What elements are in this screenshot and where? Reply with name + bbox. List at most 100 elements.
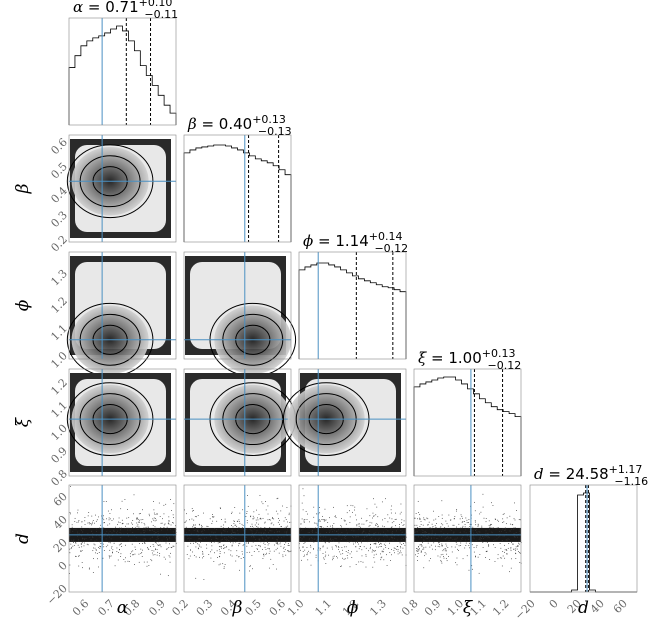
sample-point <box>357 540 359 542</box>
sample-point <box>71 524 73 526</box>
sample-point <box>462 525 464 527</box>
sample-point <box>456 557 458 559</box>
histogram-4 <box>530 492 637 593</box>
sample-point <box>431 523 433 525</box>
sample-point <box>120 543 122 545</box>
sample-point <box>465 539 466 541</box>
sample-point <box>209 518 211 520</box>
sample-point <box>518 542 519 544</box>
sample-point <box>475 539 477 541</box>
sample-point <box>302 546 304 548</box>
sample-point <box>480 539 481 541</box>
sample-point <box>357 523 359 525</box>
sample-point <box>230 533 232 534</box>
sample-point <box>224 537 226 539</box>
sample-point <box>126 527 128 529</box>
sample-point <box>403 524 405 526</box>
sample-point <box>380 533 381 535</box>
sample-point <box>172 522 173 523</box>
sample-point <box>117 559 119 561</box>
sample-point <box>312 532 313 533</box>
sample-point <box>517 550 519 552</box>
sample-point <box>234 507 236 508</box>
sample-point <box>369 538 371 540</box>
sample-point <box>224 537 225 539</box>
sample-point <box>322 519 324 521</box>
sample-point <box>120 533 122 535</box>
sample-point <box>374 561 376 563</box>
sample-point <box>310 540 312 542</box>
sample-point <box>469 523 471 525</box>
sample-point <box>514 502 515 504</box>
sample-point <box>415 513 417 514</box>
sample-point <box>368 550 369 552</box>
sample-point <box>87 533 89 534</box>
sample-point <box>191 518 193 520</box>
sample-point <box>134 563 135 565</box>
sample-point <box>113 541 115 543</box>
sample-point <box>399 526 400 528</box>
sample-point <box>361 523 363 525</box>
sample-point <box>485 551 487 553</box>
sample-point <box>343 519 345 521</box>
sample-point <box>517 536 518 538</box>
sample-point <box>116 524 118 526</box>
sample-point <box>306 519 308 520</box>
sample-point <box>269 519 271 521</box>
sample-point <box>444 550 446 552</box>
sample-point <box>392 537 394 539</box>
sample-point <box>515 549 517 551</box>
sample-point <box>250 529 252 531</box>
sample-point <box>363 531 365 533</box>
sample-point <box>130 551 132 553</box>
sample-point <box>483 517 485 519</box>
sample-point <box>269 526 271 528</box>
sample-point <box>250 529 252 530</box>
x-tick-3-0: 0.8 <box>399 597 421 619</box>
sample-point <box>260 527 262 529</box>
panel-frame-2-0 <box>68 251 177 360</box>
panel-3-2 <box>282 368 407 477</box>
sample-point <box>323 557 324 559</box>
sample-point <box>338 542 340 544</box>
sample-point <box>242 530 244 532</box>
sample-point <box>439 546 441 548</box>
sample-point <box>427 535 429 537</box>
sample-point <box>105 501 107 502</box>
sample-point <box>202 551 204 552</box>
sample-point <box>69 573 70 574</box>
sample-point <box>72 530 74 532</box>
sample-point <box>487 533 489 535</box>
sample-point <box>361 531 363 533</box>
sample-point <box>134 546 136 548</box>
sample-point <box>115 526 116 528</box>
panel-0-0 <box>68 17 177 126</box>
sample-point <box>223 547 225 549</box>
sample-point <box>356 524 358 526</box>
sample-point <box>196 530 198 532</box>
sample-point <box>302 546 303 548</box>
sample-point <box>124 561 126 563</box>
sample-point <box>275 549 277 551</box>
sample-point <box>269 550 271 552</box>
sample-point <box>397 535 399 536</box>
sample-point <box>160 527 162 529</box>
sample-point <box>81 521 83 523</box>
sample-point <box>142 529 144 531</box>
sample-point <box>327 528 329 530</box>
sample-point <box>480 511 482 513</box>
y-tick-2-3: 1.3 <box>48 267 70 289</box>
sample-point <box>306 547 308 548</box>
sample-point <box>479 513 481 515</box>
sample-point <box>377 546 379 548</box>
sample-point <box>138 543 140 544</box>
sample-point <box>378 543 380 545</box>
sample-point <box>110 555 112 557</box>
sample-point <box>213 541 215 543</box>
sample-point <box>503 535 505 537</box>
sample-point <box>461 538 463 540</box>
sample-point <box>448 556 449 557</box>
sample-point <box>307 552 308 554</box>
y-axis-label-1: β <box>13 183 33 194</box>
sample-point <box>315 522 317 524</box>
